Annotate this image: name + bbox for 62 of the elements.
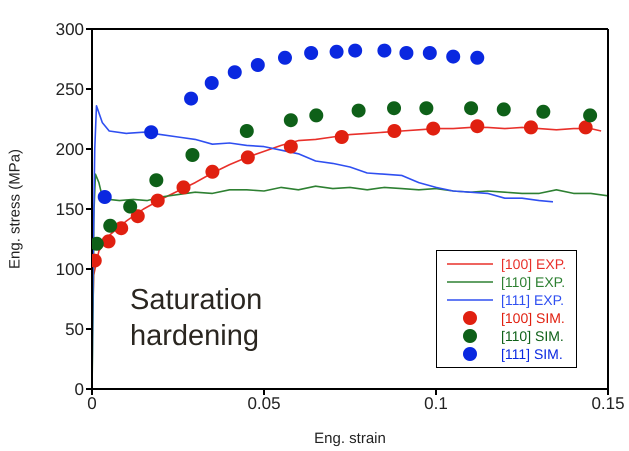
- x-tick-label: 0.05: [247, 394, 281, 414]
- point: [583, 108, 598, 122]
- y-tick-label: 150: [56, 200, 84, 220]
- y-tick-label: 300: [56, 20, 84, 40]
- point: [185, 148, 200, 162]
- point: [309, 108, 324, 122]
- legend-label: [100] SIM.: [501, 310, 565, 326]
- point: [284, 140, 298, 154]
- point: [204, 76, 219, 90]
- point: [446, 50, 460, 64]
- point: [130, 209, 145, 224]
- point: [149, 173, 164, 188]
- x-tick-label: 0.1: [424, 394, 448, 414]
- legend-label: [110] EXP.: [501, 274, 566, 290]
- x-tick-label: 0: [87, 394, 97, 414]
- legend-label: [100] EXP.: [501, 256, 566, 272]
- point: [240, 124, 254, 138]
- legend-label: [111] SIM.: [501, 346, 563, 362]
- point: [387, 101, 402, 116]
- point: [176, 180, 191, 194]
- point: [470, 119, 484, 134]
- point: [284, 113, 298, 128]
- point: [422, 46, 437, 60]
- point: [348, 44, 362, 58]
- point: [205, 164, 220, 179]
- x-tick-label: 0.15: [591, 394, 625, 414]
- x-axis-title: Eng. strain: [314, 430, 386, 447]
- point: [419, 101, 434, 116]
- point: [304, 46, 318, 60]
- point: [330, 44, 344, 59]
- point: [102, 234, 116, 248]
- point: [352, 104, 366, 118]
- point: [524, 120, 538, 134]
- point: [123, 200, 138, 214]
- y-tick-label: 0: [74, 380, 84, 400]
- point: [150, 194, 165, 208]
- point: [240, 150, 255, 164]
- legend-label: [111] EXP.: [501, 292, 564, 308]
- annotation-text: Saturation hardening: [130, 283, 264, 354]
- point: [496, 102, 511, 116]
- point: [334, 130, 349, 144]
- point: [103, 218, 118, 233]
- y-tick-label: 250: [56, 80, 84, 100]
- point: [426, 122, 440, 136]
- point: [250, 58, 265, 72]
- y-tick-label: 200: [56, 140, 84, 160]
- legend-label: [110] SIM.: [501, 328, 564, 344]
- point: [184, 92, 198, 106]
- point: [377, 44, 392, 58]
- point: [387, 124, 402, 138]
- point: [536, 104, 550, 119]
- point: [464, 101, 478, 116]
- point: [399, 46, 414, 60]
- point: [578, 120, 593, 134]
- point: [228, 65, 242, 80]
- y-tick-label: 100: [56, 260, 84, 280]
- y-axis-title: Eng. stress (MPa): [6, 148, 24, 269]
- point: [278, 50, 292, 65]
- point: [98, 190, 112, 204]
- point: [144, 125, 158, 140]
- point: [470, 50, 484, 65]
- y-tick-label: 50: [65, 320, 84, 340]
